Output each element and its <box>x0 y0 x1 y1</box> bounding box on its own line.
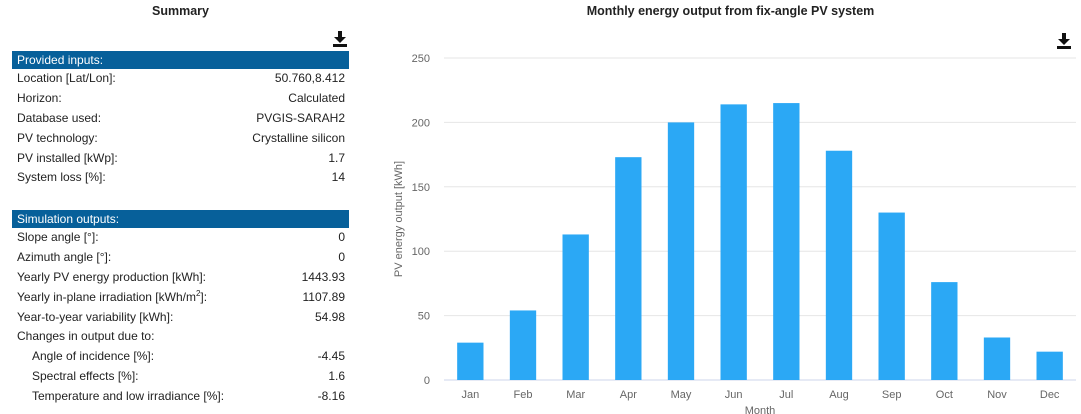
chart-download-icon[interactable] <box>1056 33 1072 49</box>
x-axis-title: Month <box>745 405 776 414</box>
bar-jan <box>457 342 484 380</box>
row-label: Slope angle [°]: <box>17 230 99 244</box>
row-value: PVGIS-SARAH2 <box>256 110 345 125</box>
x-tick-label: Jun <box>725 389 743 401</box>
output-row-variability: Year-to-year variability [kWh]: 54.98 <box>12 308 349 328</box>
row-value: 54.98 <box>314 309 345 324</box>
bar-nov <box>983 337 1011 380</box>
row-label: Azimuth angle [°]: <box>17 249 112 264</box>
simulation-outputs-header: Simulation outputs: <box>12 210 349 228</box>
bar-apr <box>615 157 642 380</box>
row-value: 0 <box>338 230 345 244</box>
input-row-system-loss: System loss [%]: 14 <box>12 168 349 188</box>
x-tick-label: Apr <box>620 389 637 401</box>
row-label: Year-to-year variability [kWh]: <box>17 309 174 324</box>
output-row-changes-heading: Changes in output due to: <box>12 327 349 347</box>
chart-title: Monthly energy output from fix-angle PV … <box>586 4 875 18</box>
bar-jul <box>773 103 800 380</box>
output-row-spectral-effects: Spectral effects [%]: 1.6 <box>12 367 349 387</box>
input-row-location: Location [Lat/Lon]: 50.760,8.412 <box>12 69 349 89</box>
row-value: Calculated <box>288 90 345 105</box>
output-row-azimuth-angle: Azimuth angle [°]: 0 <box>12 248 349 268</box>
row-value: 1.6 <box>328 369 345 384</box>
summary-title: Summary <box>152 4 209 18</box>
input-row-database: Database used: PVGIS-SARAH2 <box>12 109 349 129</box>
row-value: -4.45 <box>317 349 345 364</box>
x-tick-label: Sep <box>882 389 902 401</box>
row-label: Spectral effects [%]: <box>32 369 139 384</box>
x-tick-label: May <box>671 389 692 401</box>
y-tick-label: 250 <box>412 53 430 65</box>
y-tick-label: 0 <box>424 375 430 387</box>
y-tick-label: 200 <box>412 117 430 129</box>
row-value: 0 <box>338 249 345 264</box>
row-label: Location [Lat/Lon]: <box>17 71 116 85</box>
y-tick-label: 100 <box>412 246 430 258</box>
bar-sep <box>878 212 905 380</box>
output-row-yearly-irradiation: Yearly in-plane irradiation [kWh/m2]: 110… <box>12 288 349 308</box>
row-label: System loss [%]: <box>17 170 106 185</box>
row-value: 1.7 <box>328 150 345 165</box>
y-axis-title: PV energy output [kWh] <box>393 161 405 277</box>
bar-may <box>667 122 695 381</box>
x-tick-label: Oct <box>936 389 953 401</box>
provided-inputs-header: Provided inputs: <box>12 51 349 69</box>
row-value: 14 <box>331 170 345 185</box>
bar-mar <box>562 234 589 380</box>
row-label: Changes in output due to: <box>17 329 155 344</box>
row-label: Yearly in-plane irradiation [kWh/m2]: <box>17 288 208 304</box>
row-value: Crystalline silicon <box>252 130 345 145</box>
bar-dec <box>1036 351 1063 380</box>
x-tick-label: Jan <box>461 389 479 401</box>
bar-jun <box>720 104 747 381</box>
y-tick-label: 150 <box>412 182 430 194</box>
output-row-slope-angle: Slope angle [°]: 0 <box>12 228 349 248</box>
bar-feb <box>509 310 537 380</box>
row-value: -8.16 <box>317 389 345 404</box>
row-label: Yearly PV energy production [kWh]: <box>17 269 206 284</box>
download-icon[interactable] <box>332 31 348 47</box>
input-row-pv-technology: PV technology: Crystalline silicon <box>12 129 349 149</box>
input-row-horizon: Horizon: Calculated <box>12 89 349 109</box>
simulation-outputs-panel: Simulation outputs: Slope angle [°]: 0 Az… <box>12 210 349 407</box>
row-label: Angle of incidence [%]: <box>32 349 155 364</box>
row-label: Temperature and low irradiance [%]: <box>32 389 225 404</box>
provided-inputs-panel: Provided inputs: Location [Lat/Lon]: 50.7… <box>12 51 349 188</box>
x-tick-label: Aug <box>829 389 849 401</box>
row-label: PV installed [kWp]: <box>17 150 118 165</box>
x-tick-label: Mar <box>566 389 585 401</box>
monthly-energy-bar-chart: 0 50 100 150 200 250 Jan Feb Mar Apr May Jun Jul Aug S… <box>393 53 1076 414</box>
output-row-temperature-low-irradiance: Temperature and low irradiance [%]: -8.16 <box>12 387 349 407</box>
bar-aug <box>825 150 853 380</box>
row-label: Horizon: <box>17 90 62 105</box>
row-value: 1443.93 <box>301 269 345 284</box>
row-value: 1107.89 <box>302 289 346 304</box>
x-tick-label: Dec <box>1040 389 1060 401</box>
x-tick-label: Jul <box>779 389 793 401</box>
y-tick-label: 50 <box>418 311 430 323</box>
row-value: 50.760,8.412 <box>274 71 345 85</box>
output-row-yearly-production: Yearly PV energy production [kWh]: 1443.9… <box>12 268 349 288</box>
row-label: PV technology: <box>17 130 98 145</box>
input-row-pv-installed: PV installed [kWp]: 1.7 <box>12 149 349 169</box>
output-row-angle-of-incidence: Angle of incidence [%]: -4.45 <box>12 347 349 367</box>
x-tick-label: Feb <box>514 389 533 401</box>
x-tick-label: Nov <box>987 389 1007 401</box>
row-label: Database used: <box>17 110 102 125</box>
bar-oct <box>931 282 958 380</box>
